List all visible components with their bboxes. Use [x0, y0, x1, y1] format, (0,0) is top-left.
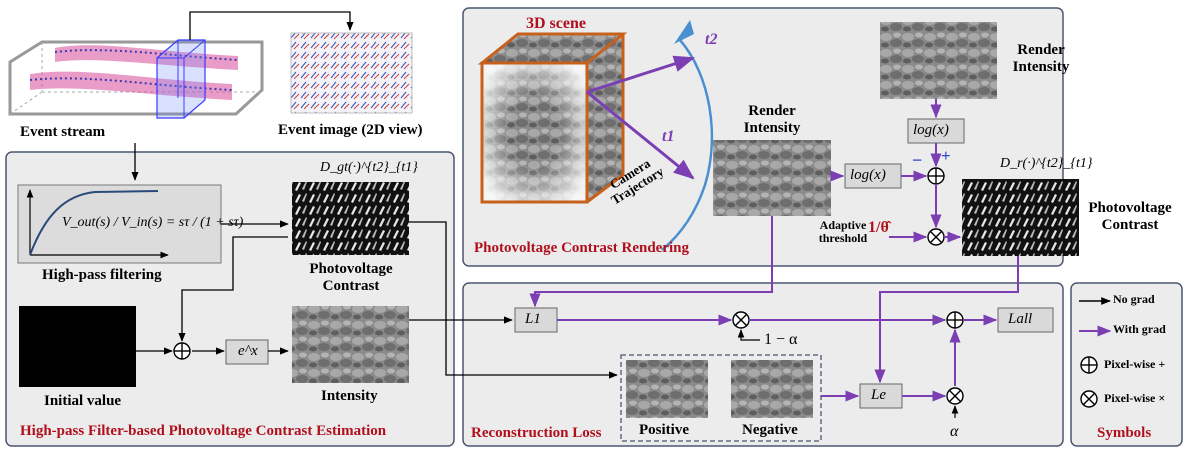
high-pass-filter-label: High-pass filtering	[42, 267, 162, 283]
pixel-plus-legend-icon	[1080, 356, 1098, 374]
scene-label: 3D scene	[526, 15, 586, 32]
t1-label: t1	[662, 128, 675, 145]
intensity-image	[292, 306, 409, 383]
intensity-label: Intensity	[321, 388, 378, 404]
render-intensity-label-t1: Render Intensity	[743, 103, 801, 136]
symbols-panel	[1070, 282, 1183, 447]
dgt-contrast-image	[292, 182, 409, 255]
initial-value-label: Initial value	[44, 393, 122, 409]
estimation-photovoltage-label: Photovoltage Contrast	[309, 261, 393, 294]
plus-sign: +	[941, 146, 951, 165]
le-box	[859, 383, 903, 409]
l1-box	[514, 307, 558, 333]
rendering-panel-title: Photovoltage Contrast Rendering	[474, 240, 689, 256]
with-grad-legend-label: With grad	[1113, 322, 1166, 336]
no-grad-legend-label: No grad	[1113, 292, 1155, 306]
log-box-t2	[907, 118, 965, 144]
exp-box	[225, 339, 269, 365]
dr-label: D_r(·)^{t2}_{t1}	[1000, 156, 1093, 171]
pixel-plus-legend-label: Pixel-wise +	[1104, 357, 1166, 371]
adaptive-threshold-label: Adaptive threshold	[818, 218, 868, 246]
le-label: Le	[871, 387, 886, 403]
one-minus-alpha-label: 1 − α	[764, 331, 798, 348]
symbols-title: Symbols	[1097, 425, 1152, 441]
event-image-label: Event image (2D view)	[278, 122, 423, 138]
dgt-label: D_gt(·)^{t2}_{t1}	[320, 160, 418, 175]
render-intensity-image-t1	[713, 140, 831, 216]
scene-cube	[477, 32, 628, 204]
high-pass-filter-box	[17, 184, 222, 264]
dr-contrast-image	[962, 179, 1079, 256]
lall-label: Lall	[1008, 311, 1033, 327]
log-box-t1	[844, 163, 902, 189]
initial-value-image	[19, 306, 136, 387]
loss-panel-title: Reconstruction Loss	[471, 425, 602, 441]
render-intensity-label-t2: Render Intensity	[1012, 42, 1070, 75]
event-stream-graphic	[8, 39, 264, 119]
exp-op-label: e^x	[238, 343, 258, 359]
t2-label: t2	[705, 31, 718, 48]
l1-label: L1	[525, 311, 541, 327]
event-image	[290, 32, 413, 114]
positive-label: Positive	[639, 422, 689, 438]
minus-sign: −	[912, 150, 923, 170]
negative-label: Negative	[742, 422, 798, 438]
positive-image	[626, 360, 708, 418]
rendering-photovoltage-label: Photovoltage Contrast	[1088, 200, 1172, 233]
positive-negative-group	[620, 354, 822, 442]
negative-image	[731, 360, 813, 418]
camera-trajectory	[661, 39, 714, 251]
event-stream-label: Event stream	[20, 124, 106, 140]
lall-box	[997, 307, 1054, 333]
log-op-label-t1: log(x)	[850, 167, 886, 183]
estimation-panel-title: High-pass Filter-based Photovoltage Cont…	[20, 423, 387, 439]
pixel-times-legend-icon	[1080, 390, 1098, 408]
inv-theta-label: 1/θ̂	[868, 219, 889, 236]
high-pass-curve	[26, 189, 169, 259]
camera-frustum-icon	[674, 20, 694, 44]
log-op-label-t2: log(x)	[913, 122, 949, 138]
pixel-times-legend-label: Pixel-wise ×	[1104, 391, 1166, 405]
render-intensity-image-t2	[880, 22, 997, 99]
filter-formula: V_out(s) / V_in(s) = sτ / (1 + sτ)	[62, 215, 244, 230]
alpha-label: α	[950, 423, 959, 440]
